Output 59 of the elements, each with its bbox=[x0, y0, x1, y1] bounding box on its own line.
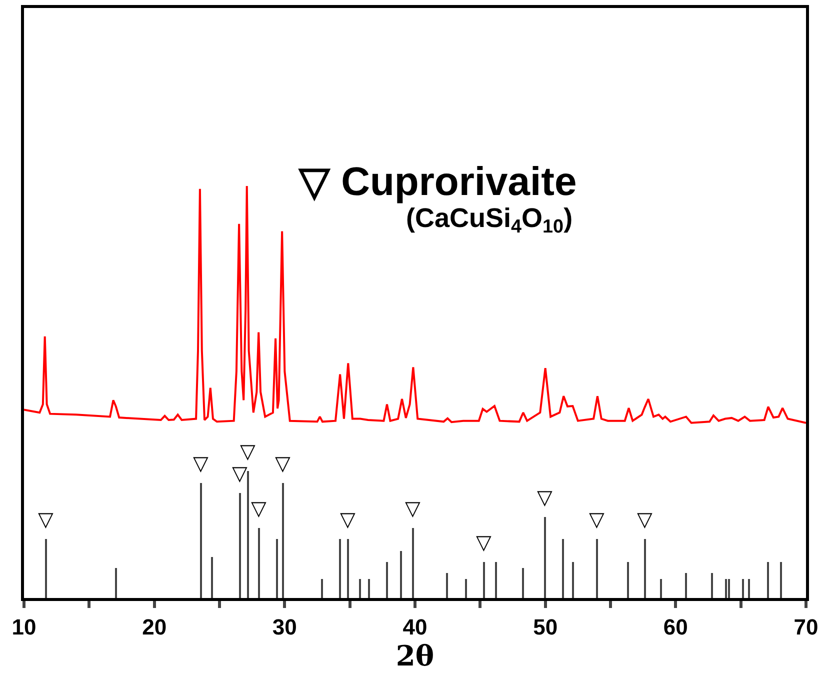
bar bbox=[321, 579, 323, 598]
bar bbox=[522, 568, 524, 598]
bar bbox=[115, 568, 117, 598]
x-tick-label: 40 bbox=[402, 614, 428, 640]
bar bbox=[596, 539, 598, 598]
bar bbox=[725, 579, 727, 598]
annotation: ▽ bbox=[589, 507, 605, 531]
bar bbox=[685, 573, 687, 598]
bar bbox=[644, 539, 646, 598]
annotation: ▽ bbox=[275, 451, 291, 475]
annotation: ▽ bbox=[637, 507, 653, 531]
bar bbox=[359, 579, 361, 598]
x-tick-label: 60 bbox=[663, 614, 688, 640]
annotation: ▽ bbox=[476, 530, 492, 554]
x-tick-label: 70 bbox=[794, 614, 818, 640]
bar bbox=[483, 562, 485, 598]
bar bbox=[239, 493, 241, 598]
bar bbox=[347, 539, 349, 598]
bar bbox=[200, 483, 202, 598]
annotation: ▽ bbox=[232, 461, 248, 485]
bar bbox=[767, 562, 769, 598]
annotation: ▽ Cuprorivaite bbox=[298, 160, 577, 204]
bar bbox=[627, 562, 629, 598]
bar bbox=[446, 573, 448, 598]
bar bbox=[728, 579, 730, 598]
bar bbox=[660, 579, 662, 598]
bar bbox=[258, 528, 260, 598]
bar bbox=[544, 517, 546, 598]
bar bbox=[412, 528, 414, 598]
bar bbox=[339, 539, 341, 598]
bar bbox=[400, 551, 402, 598]
annotation: (CaCuSi$_{4}$O$_{10}$) bbox=[406, 203, 573, 238]
annotation: ▽ bbox=[340, 507, 356, 531]
bar bbox=[780, 562, 782, 598]
x-tick-label: 10 bbox=[12, 614, 36, 640]
bar bbox=[495, 562, 497, 598]
bar bbox=[465, 579, 467, 598]
annotation: ▽ bbox=[38, 507, 54, 531]
x-tick-label: 50 bbox=[533, 614, 558, 640]
x-tick-label: 20 bbox=[142, 614, 167, 640]
bar bbox=[45, 539, 47, 598]
bar bbox=[368, 579, 370, 598]
bar bbox=[572, 562, 574, 598]
bar bbox=[276, 539, 278, 598]
bar bbox=[282, 483, 284, 598]
x-axis-title: 2θ bbox=[396, 639, 434, 672]
bar bbox=[211, 557, 213, 598]
bar bbox=[386, 562, 388, 598]
bar bbox=[748, 579, 750, 598]
bar bbox=[711, 573, 713, 598]
annotation: ▽ bbox=[193, 451, 209, 475]
bar bbox=[562, 539, 564, 598]
annotation: ▽ bbox=[405, 496, 421, 520]
bar bbox=[247, 471, 249, 598]
annotation: ▽ bbox=[251, 496, 267, 520]
annotation: ▽ bbox=[537, 485, 553, 509]
x-tick-label: 30 bbox=[272, 614, 297, 640]
bar bbox=[742, 579, 744, 598]
annotation: ▽ bbox=[240, 439, 256, 463]
